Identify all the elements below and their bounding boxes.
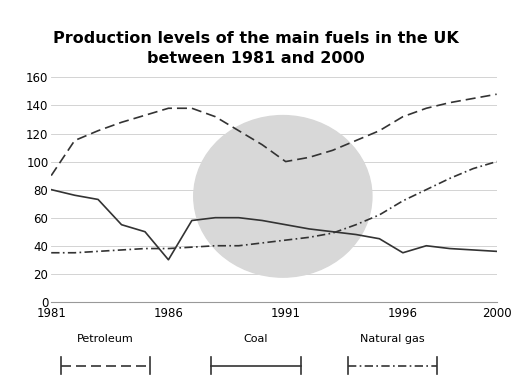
Text: Natural gas: Natural gas (360, 334, 425, 344)
Text: Production levels of the main fuels in the UK
between 1981 and 2000: Production levels of the main fuels in t… (53, 31, 459, 66)
Text: Petroleum: Petroleum (77, 334, 134, 344)
FancyBboxPatch shape (2, 319, 510, 385)
Text: Coal: Coal (244, 334, 268, 344)
Ellipse shape (194, 116, 372, 277)
